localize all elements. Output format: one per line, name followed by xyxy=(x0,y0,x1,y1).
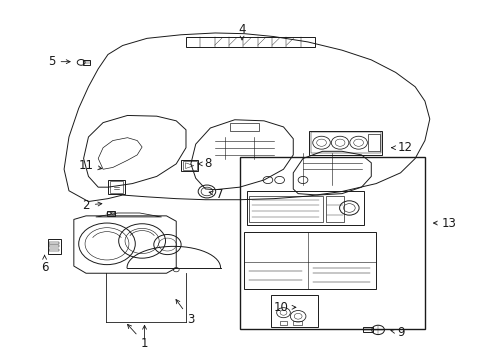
Text: 8: 8 xyxy=(198,157,211,170)
Text: 7: 7 xyxy=(209,188,224,201)
Text: 11: 11 xyxy=(79,159,102,172)
Text: 9: 9 xyxy=(390,326,404,339)
Text: 6: 6 xyxy=(41,255,48,274)
Text: 1: 1 xyxy=(127,324,148,350)
Text: 10: 10 xyxy=(273,301,295,314)
Text: 12: 12 xyxy=(391,141,412,154)
Text: 5: 5 xyxy=(48,55,70,68)
Text: 4: 4 xyxy=(238,23,245,40)
Text: 2: 2 xyxy=(82,199,102,212)
Text: 13: 13 xyxy=(433,216,456,230)
Text: 3: 3 xyxy=(176,300,194,327)
